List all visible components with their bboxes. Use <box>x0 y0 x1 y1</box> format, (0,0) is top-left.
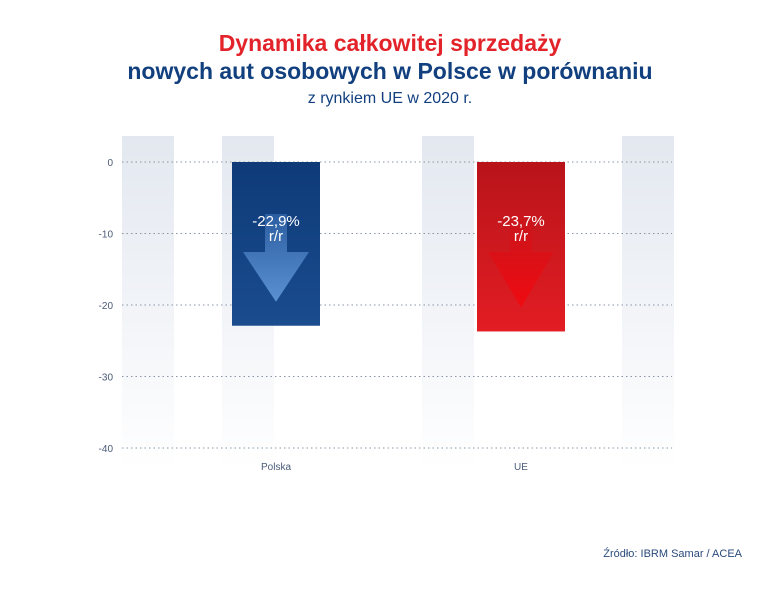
x-tick-label: Polska <box>261 462 291 473</box>
labels: 0 -10 -20 -30 -40 -22,9% r/r Polska -23,7% r/r UE <box>99 158 545 473</box>
data-label: -23,7% r/r <box>497 213 545 245</box>
background-stripe <box>122 136 174 470</box>
background-stripes <box>122 136 674 470</box>
grid-lines <box>122 161 672 449</box>
y-tick-label: -30 <box>99 373 114 384</box>
data-label: -22,9% r/r <box>252 213 300 245</box>
y-tick-label: 0 <box>107 158 113 169</box>
chart-title-line1: Dynamika całkowitej sprzedaży <box>218 30 562 56</box>
bars <box>232 162 565 332</box>
chart-subtitle: z rynkiem UE w 2020 r. <box>307 90 473 107</box>
x-tick-label: UE <box>514 462 528 473</box>
chart-title-line2: nowych aut osobowych w Polsce w porównan… <box>127 58 653 84</box>
source-note: Źródło: IBRM Samar / ACEA <box>603 548 742 560</box>
y-tick-label: -40 <box>99 444 114 455</box>
background-stripe <box>422 136 474 470</box>
y-tick-label: -20 <box>99 301 114 312</box>
y-tick-label: -10 <box>99 230 114 241</box>
down-arrow-icon <box>243 214 309 302</box>
down-arrow-icon <box>488 214 554 308</box>
background-stripe <box>622 136 674 470</box>
